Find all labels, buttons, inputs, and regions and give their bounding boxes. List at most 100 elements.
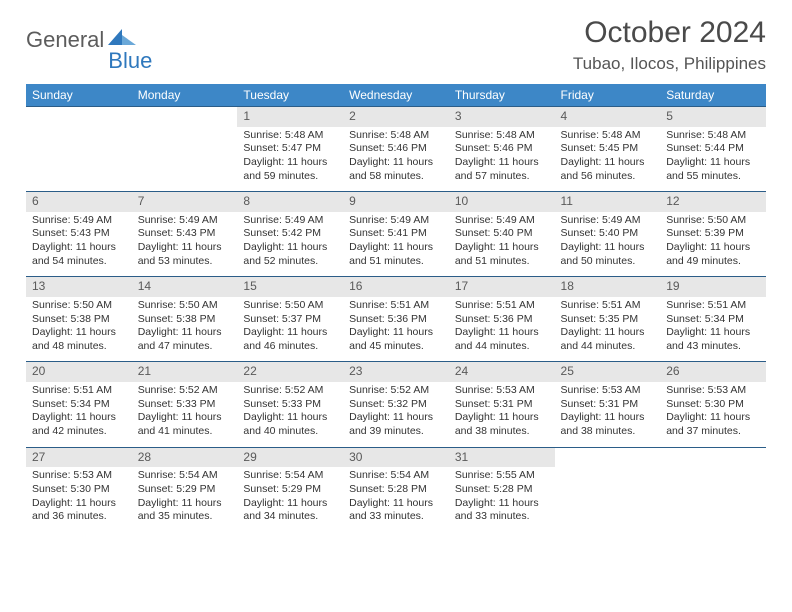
day-body: Sunrise: 5:54 AMSunset: 5:29 PMDaylight:… bbox=[132, 467, 238, 532]
day-number: 21 bbox=[132, 362, 238, 382]
day-body: Sunrise: 5:52 AMSunset: 5:33 PMDaylight:… bbox=[237, 382, 343, 447]
calendar-day-cell: 18Sunrise: 5:51 AMSunset: 5:35 PMDayligh… bbox=[555, 277, 661, 362]
logo-text-blue: Blue bbox=[108, 48, 152, 74]
daylight-text: Daylight: 11 hours and 41 minutes. bbox=[138, 411, 232, 438]
daylight-text: Daylight: 11 hours and 42 minutes. bbox=[32, 411, 126, 438]
day-number: 5 bbox=[660, 107, 766, 127]
calendar-week-row: 13Sunrise: 5:50 AMSunset: 5:38 PMDayligh… bbox=[26, 277, 766, 362]
sunrise-text: Sunrise: 5:49 AM bbox=[138, 214, 232, 228]
day-number: 28 bbox=[132, 448, 238, 468]
sunset-text: Sunset: 5:32 PM bbox=[349, 398, 443, 412]
sunset-text: Sunset: 5:37 PM bbox=[243, 313, 337, 327]
sunset-text: Sunset: 5:29 PM bbox=[243, 483, 337, 497]
sunset-text: Sunset: 5:40 PM bbox=[455, 227, 549, 241]
sunrise-text: Sunrise: 5:51 AM bbox=[455, 299, 549, 313]
sunrise-text: Sunrise: 5:50 AM bbox=[32, 299, 126, 313]
sunrise-text: Sunrise: 5:50 AM bbox=[243, 299, 337, 313]
weekday-header: Monday bbox=[132, 84, 238, 107]
daylight-text: Daylight: 11 hours and 47 minutes. bbox=[138, 326, 232, 353]
sunset-text: Sunset: 5:45 PM bbox=[561, 142, 655, 156]
day-body: Sunrise: 5:53 AMSunset: 5:31 PMDaylight:… bbox=[449, 382, 555, 447]
sunrise-text: Sunrise: 5:51 AM bbox=[32, 384, 126, 398]
calendar-week-row: 27Sunrise: 5:53 AMSunset: 5:30 PMDayligh… bbox=[26, 447, 766, 532]
sunrise-text: Sunrise: 5:48 AM bbox=[666, 129, 760, 143]
daylight-text: Daylight: 11 hours and 55 minutes. bbox=[666, 156, 760, 183]
calendar-day-cell: 12Sunrise: 5:50 AMSunset: 5:39 PMDayligh… bbox=[660, 192, 766, 277]
day-number: 26 bbox=[660, 362, 766, 382]
sunset-text: Sunset: 5:30 PM bbox=[666, 398, 760, 412]
sunset-text: Sunset: 5:31 PM bbox=[455, 398, 549, 412]
sunrise-text: Sunrise: 5:53 AM bbox=[561, 384, 655, 398]
sunset-text: Sunset: 5:28 PM bbox=[455, 483, 549, 497]
sunrise-text: Sunrise: 5:48 AM bbox=[561, 129, 655, 143]
location: Tubao, Ilocos, Philippines bbox=[573, 54, 766, 74]
sunset-text: Sunset: 5:36 PM bbox=[349, 313, 443, 327]
weekday-header: Friday bbox=[555, 84, 661, 107]
sunrise-text: Sunrise: 5:52 AM bbox=[138, 384, 232, 398]
calendar-week-row: 20Sunrise: 5:51 AMSunset: 5:34 PMDayligh… bbox=[26, 362, 766, 447]
daylight-text: Daylight: 11 hours and 37 minutes. bbox=[666, 411, 760, 438]
day-number: 22 bbox=[237, 362, 343, 382]
calendar-day-cell: 8Sunrise: 5:49 AMSunset: 5:42 PMDaylight… bbox=[237, 192, 343, 277]
daylight-text: Daylight: 11 hours and 48 minutes. bbox=[32, 326, 126, 353]
day-body: Sunrise: 5:54 AMSunset: 5:29 PMDaylight:… bbox=[237, 467, 343, 532]
month-title: October 2024 bbox=[573, 16, 766, 50]
day-body: Sunrise: 5:55 AMSunset: 5:28 PMDaylight:… bbox=[449, 467, 555, 532]
calendar-day-cell: 10Sunrise: 5:49 AMSunset: 5:40 PMDayligh… bbox=[449, 192, 555, 277]
calendar-day-cell: 26Sunrise: 5:53 AMSunset: 5:30 PMDayligh… bbox=[660, 362, 766, 447]
calendar-day-cell: 9Sunrise: 5:49 AMSunset: 5:41 PMDaylight… bbox=[343, 192, 449, 277]
calendar-day-cell: 24Sunrise: 5:53 AMSunset: 5:31 PMDayligh… bbox=[449, 362, 555, 447]
sunset-text: Sunset: 5:39 PM bbox=[666, 227, 760, 241]
day-number: 24 bbox=[449, 362, 555, 382]
calendar-day-cell: 15Sunrise: 5:50 AMSunset: 5:37 PMDayligh… bbox=[237, 277, 343, 362]
sunset-text: Sunset: 5:28 PM bbox=[349, 483, 443, 497]
calendar-day-cell: 1Sunrise: 5:48 AMSunset: 5:47 PMDaylight… bbox=[237, 107, 343, 192]
sunset-text: Sunset: 5:43 PM bbox=[138, 227, 232, 241]
daylight-text: Daylight: 11 hours and 50 minutes. bbox=[561, 241, 655, 268]
calendar-day-cell: 3Sunrise: 5:48 AMSunset: 5:46 PMDaylight… bbox=[449, 107, 555, 192]
title-block: October 2024 Tubao, Ilocos, Philippines bbox=[573, 16, 766, 74]
sunrise-text: Sunrise: 5:52 AM bbox=[243, 384, 337, 398]
calendar-day-cell: 25Sunrise: 5:53 AMSunset: 5:31 PMDayligh… bbox=[555, 362, 661, 447]
daylight-text: Daylight: 11 hours and 58 minutes. bbox=[349, 156, 443, 183]
day-body: Sunrise: 5:51 AMSunset: 5:34 PMDaylight:… bbox=[26, 382, 132, 447]
weekday-header: Wednesday bbox=[343, 84, 449, 107]
sunrise-text: Sunrise: 5:52 AM bbox=[349, 384, 443, 398]
calendar-day-cell: 5Sunrise: 5:48 AMSunset: 5:44 PMDaylight… bbox=[660, 107, 766, 192]
calendar-day-cell: 4Sunrise: 5:48 AMSunset: 5:45 PMDaylight… bbox=[555, 107, 661, 192]
sunset-text: Sunset: 5:34 PM bbox=[666, 313, 760, 327]
daylight-text: Daylight: 11 hours and 43 minutes. bbox=[666, 326, 760, 353]
day-body: Sunrise: 5:48 AMSunset: 5:44 PMDaylight:… bbox=[660, 127, 766, 192]
day-body: Sunrise: 5:48 AMSunset: 5:47 PMDaylight:… bbox=[237, 127, 343, 192]
day-number: 7 bbox=[132, 192, 238, 212]
day-number: 14 bbox=[132, 277, 238, 297]
sunrise-text: Sunrise: 5:54 AM bbox=[349, 469, 443, 483]
sunrise-text: Sunrise: 5:49 AM bbox=[243, 214, 337, 228]
calendar-day-cell: 28Sunrise: 5:54 AMSunset: 5:29 PMDayligh… bbox=[132, 447, 238, 532]
calendar-day-cell: 20Sunrise: 5:51 AMSunset: 5:34 PMDayligh… bbox=[26, 362, 132, 447]
sunrise-text: Sunrise: 5:48 AM bbox=[243, 129, 337, 143]
day-body: Sunrise: 5:50 AMSunset: 5:38 PMDaylight:… bbox=[26, 297, 132, 362]
calendar-week-row: 1Sunrise: 5:48 AMSunset: 5:47 PMDaylight… bbox=[26, 107, 766, 192]
day-number: 17 bbox=[449, 277, 555, 297]
sunset-text: Sunset: 5:29 PM bbox=[138, 483, 232, 497]
sunrise-text: Sunrise: 5:48 AM bbox=[349, 129, 443, 143]
sunrise-text: Sunrise: 5:51 AM bbox=[666, 299, 760, 313]
day-number: 6 bbox=[26, 192, 132, 212]
sunset-text: Sunset: 5:46 PM bbox=[455, 142, 549, 156]
sunset-text: Sunset: 5:44 PM bbox=[666, 142, 760, 156]
day-number: 9 bbox=[343, 192, 449, 212]
day-body: Sunrise: 5:49 AMSunset: 5:41 PMDaylight:… bbox=[343, 212, 449, 277]
day-number: 3 bbox=[449, 107, 555, 127]
daylight-text: Daylight: 11 hours and 45 minutes. bbox=[349, 326, 443, 353]
daylight-text: Daylight: 11 hours and 56 minutes. bbox=[561, 156, 655, 183]
daylight-text: Daylight: 11 hours and 35 minutes. bbox=[138, 497, 232, 524]
day-number: 25 bbox=[555, 362, 661, 382]
weekday-header: Saturday bbox=[660, 84, 766, 107]
daylight-text: Daylight: 11 hours and 34 minutes. bbox=[243, 497, 337, 524]
day-body: Sunrise: 5:52 AMSunset: 5:33 PMDaylight:… bbox=[132, 382, 238, 447]
sunset-text: Sunset: 5:38 PM bbox=[32, 313, 126, 327]
weekday-header: Thursday bbox=[449, 84, 555, 107]
day-number: 23 bbox=[343, 362, 449, 382]
calendar-day-cell: 16Sunrise: 5:51 AMSunset: 5:36 PMDayligh… bbox=[343, 277, 449, 362]
